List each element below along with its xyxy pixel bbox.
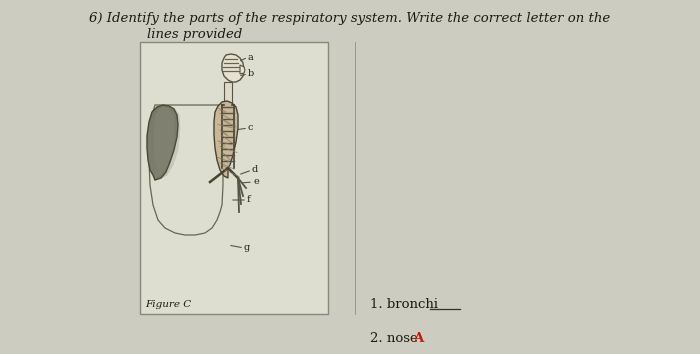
Text: d: d [252, 166, 258, 175]
Text: Figure C: Figure C [145, 300, 191, 309]
Polygon shape [224, 82, 232, 105]
Text: 1. bronchi: 1. bronchi [370, 298, 438, 312]
Text: c: c [248, 124, 253, 132]
Polygon shape [240, 65, 245, 74]
Text: A: A [413, 331, 423, 344]
Polygon shape [147, 105, 178, 180]
Bar [140, 42, 328, 314]
Text: b: b [248, 69, 254, 79]
Text: lines provided: lines provided [147, 28, 243, 41]
Text: f: f [247, 195, 251, 205]
Text: 2. nose: 2. nose [370, 331, 418, 344]
Text: g: g [244, 244, 251, 252]
Polygon shape [222, 54, 244, 82]
Text: 6) Identify the parts of the respiratory system. Write the correct letter on the: 6) Identify the parts of the respiratory… [90, 12, 610, 25]
Polygon shape [214, 101, 238, 178]
Text: e: e [253, 177, 259, 187]
Text: a: a [248, 52, 253, 62]
